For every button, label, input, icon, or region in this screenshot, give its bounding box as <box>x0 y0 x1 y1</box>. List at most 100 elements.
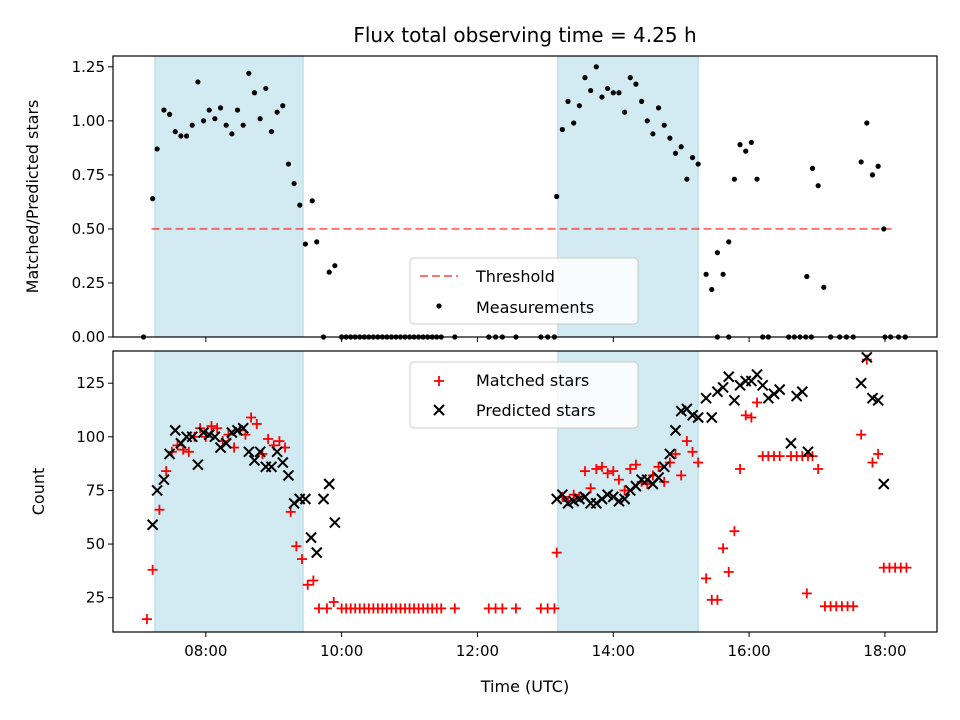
measurement-point <box>150 196 156 202</box>
y-tick-label: 75 <box>86 481 105 499</box>
cross-stroke <box>556 489 569 501</box>
cross-stroke <box>802 446 814 458</box>
measurement-point <box>154 146 160 152</box>
matched-star-point <box>274 436 285 447</box>
measurement-point <box>309 198 315 204</box>
matched-star-point <box>856 429 867 440</box>
cross-stroke <box>254 446 266 458</box>
measurement-point <box>571 120 577 126</box>
x-tick-label: 14:00 <box>592 642 635 660</box>
cross-stroke <box>237 422 249 434</box>
matched-star-point <box>718 543 729 554</box>
cross-stroke <box>248 454 261 467</box>
matched-star-point <box>434 376 444 386</box>
cross-stroke <box>664 448 676 460</box>
cross-stroke <box>311 546 323 559</box>
matched-star-point <box>161 466 172 477</box>
legend-box <box>409 361 639 429</box>
measurement-point <box>212 116 218 122</box>
cross-stroke <box>796 386 809 398</box>
measurement-point <box>576 103 582 109</box>
measurement-point <box>726 239 732 245</box>
cross-stroke <box>209 431 221 443</box>
measurement-point <box>285 161 292 167</box>
measurement-point <box>703 271 709 277</box>
predicted-star-point <box>802 446 814 458</box>
matched-star-point <box>740 410 751 421</box>
predicted-star-point <box>169 424 181 437</box>
cross-stroke <box>271 446 283 458</box>
y-tick-label: 1.00 <box>72 112 105 130</box>
matched-star-point <box>848 601 859 612</box>
measurement-point <box>206 107 212 113</box>
predicted-star-point <box>146 519 159 531</box>
measurement-point <box>223 122 229 128</box>
legend-matched-label: Matched stars <box>476 371 589 390</box>
predicted-star-point <box>186 431 198 443</box>
matched-star-point <box>308 575 319 586</box>
predicted-star-point <box>248 454 261 467</box>
matched-star-point <box>625 463 636 474</box>
cross-stroke <box>169 424 181 437</box>
measurement-point <box>748 139 754 146</box>
x-tick-label: 16:00 <box>727 642 770 660</box>
predicted-star-point <box>861 351 873 364</box>
measurement-point <box>754 176 760 182</box>
predicted-star-point <box>305 531 317 544</box>
matched-star-point <box>579 466 590 477</box>
matched-star-point <box>449 603 460 614</box>
matched-star-point <box>302 579 313 590</box>
measurement-point <box>678 144 684 150</box>
predicted-star-point <box>556 489 569 501</box>
measurement-point <box>326 269 332 275</box>
matched-star-point <box>774 451 785 462</box>
predicted-star-point <box>700 392 712 404</box>
predicted-star-point <box>652 471 665 484</box>
cross-stroke <box>652 471 665 484</box>
x-axis-label: Time (UTC) <box>480 677 569 696</box>
ticks: 08:00 10:00 12:00 14:00 16:00 18:00 0.00 0.25 0.… <box>72 58 907 660</box>
matched-star-point <box>206 421 217 432</box>
predicted-star-point <box>311 546 323 559</box>
measurement-point <box>178 133 184 139</box>
predicted-star-point <box>728 394 741 407</box>
measurement-point <box>627 75 633 81</box>
measurement-point <box>655 105 662 111</box>
measurement-point <box>714 250 721 256</box>
matched-star-point <box>670 448 681 459</box>
shaded-interval <box>154 350 304 633</box>
cross-stroke <box>618 493 631 505</box>
predicted-star-point <box>878 478 890 490</box>
predicted-star-point <box>658 461 670 473</box>
predicted-star-point <box>664 448 676 460</box>
measurement-point <box>633 81 639 87</box>
predicted-star-point <box>151 484 163 497</box>
cross-stroke <box>658 461 670 473</box>
matched-star-point <box>510 603 521 614</box>
measurement-point <box>875 163 881 169</box>
matched-star-point <box>436 603 447 614</box>
cross-stroke <box>277 456 289 469</box>
matched-star-point <box>746 412 757 423</box>
predicted-star-point <box>723 371 735 383</box>
matched-star-point <box>723 566 734 577</box>
predicted-star-point <box>773 383 786 396</box>
matched-star-point <box>701 573 712 584</box>
measurement-point <box>234 107 241 113</box>
measurement-point <box>616 90 622 96</box>
measurement-point <box>314 239 320 245</box>
predicted-star-point <box>872 394 884 407</box>
measurement-point <box>240 122 246 128</box>
legend-threshold-label: Threshold <box>475 267 555 286</box>
cross-stroke <box>866 392 879 404</box>
predicted-star-point <box>329 516 341 529</box>
x-tick-label: 10:00 <box>320 642 363 660</box>
cross-stroke <box>723 371 735 383</box>
matched-star-point <box>602 468 613 479</box>
bottom-y-axis-label: Count <box>29 468 48 516</box>
cross-stroke <box>265 461 278 473</box>
measurement-point <box>821 284 827 290</box>
matched-star-point <box>687 446 698 457</box>
matched-star-point <box>801 588 812 599</box>
measurement-point <box>183 133 190 139</box>
